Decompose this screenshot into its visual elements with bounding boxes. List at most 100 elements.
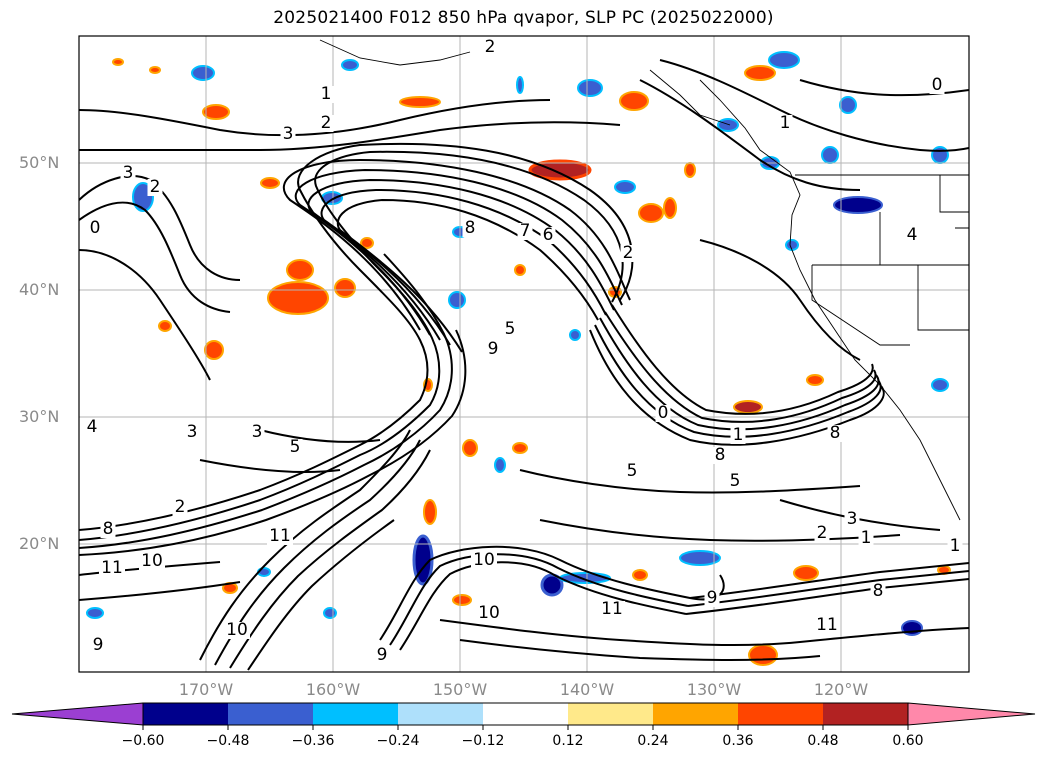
map-title: 2025021400 F012 850 hPa qvapor, SLP PC (… (273, 8, 774, 28)
contour-label: 9 (377, 645, 388, 665)
contour-label-bg (624, 463, 640, 480)
lon-label-160w: 160°W (305, 680, 361, 699)
contour-label-bg (814, 617, 840, 634)
contour-label: 8 (873, 581, 884, 601)
contour-label: 9 (93, 635, 104, 655)
contour-label-bg (90, 637, 106, 654)
contour-label-bg (502, 321, 518, 338)
contour-label-bg (374, 647, 390, 664)
contour-label: 1 (950, 536, 961, 556)
colorbar-extend-max (907, 702, 1036, 726)
contour-label: 7 (520, 221, 531, 241)
lon-label-120w: 120°W (813, 680, 869, 699)
colorbar-segment (398, 703, 483, 725)
contour-label: 9 (488, 339, 499, 359)
contour-label: 11 (601, 599, 623, 619)
contour-label: 2 (817, 523, 828, 543)
contour-label: 10 (141, 551, 163, 571)
contour-label-bg (870, 583, 886, 600)
plot-area (79, 36, 969, 672)
contour-label-bg (471, 552, 497, 569)
contour-label-bg (280, 126, 296, 143)
coastline-borders (319, 39, 969, 521)
contour-label: 9 (707, 588, 718, 608)
contour-label-bg (249, 424, 265, 441)
colorbar-tick-label: 0.12 (552, 733, 584, 749)
colorbar-segment (483, 703, 568, 725)
contour-label: 5 (505, 319, 516, 339)
colorbar-tick-label: −0.36 (291, 733, 335, 749)
contour-label-bg (84, 419, 100, 436)
contour-label: 5 (730, 471, 741, 491)
contour-label-bg (517, 223, 533, 240)
contour-label-bg (620, 245, 636, 262)
contour-label-bg (844, 511, 860, 528)
slp-contours (79, 59, 969, 671)
contour-label-bg (87, 220, 103, 237)
contour-label-bg (224, 622, 250, 639)
contour-label-bg (704, 590, 720, 607)
contour-label: 6 (543, 225, 554, 245)
colorbar-tick-label: −0.48 (206, 733, 250, 749)
contour-label: 2 (150, 177, 161, 197)
lat-label-20n: 20°N (19, 534, 60, 553)
contour-label: 3 (847, 509, 858, 529)
contour-label-bg (814, 525, 830, 542)
colorbar-segment (653, 703, 738, 725)
negative-anomaly-shading (86, 51, 949, 636)
colorbar-tick-label: −0.12 (461, 733, 505, 749)
contour-label: 0 (90, 218, 101, 238)
contour-label-bg (730, 427, 746, 444)
contour-label-bg (485, 341, 501, 358)
contour-label: 3 (252, 422, 263, 442)
colorbar-segment (313, 703, 398, 725)
contour-label: 0 (658, 403, 669, 423)
contour-label-bg (858, 530, 874, 547)
colorbar-segment (568, 703, 653, 725)
colorbar-frame (142, 702, 909, 726)
contour-label-bg (827, 425, 843, 442)
lat-label-40n: 40°N (19, 280, 60, 299)
contour-label-bg (540, 227, 556, 244)
contour-label-bg (482, 39, 498, 56)
contour-label-bg (599, 601, 625, 618)
lat-label-30n: 30°N (19, 407, 60, 426)
contour-label-bg (147, 179, 163, 196)
contour-label: 4 (907, 225, 918, 245)
contour-label-bg (712, 447, 728, 464)
contour-label: 2 (321, 113, 332, 133)
contour-label: 8 (715, 445, 726, 465)
contour-label: 11 (269, 526, 291, 546)
contour-label: 2 (175, 497, 186, 517)
lon-label-130w: 130°W (686, 680, 742, 699)
contour-label: 10 (478, 603, 500, 623)
contour-label-bg (139, 553, 165, 570)
contour-label: 1 (780, 113, 791, 133)
colorbar-tick-label: −0.24 (376, 733, 420, 749)
lon-label-150w: 150°W (432, 680, 488, 699)
contour-label: 1 (733, 425, 744, 445)
lon-label-140w: 140°W (559, 680, 615, 699)
contour-label-bg (727, 473, 743, 490)
contour-label-bg (184, 424, 200, 441)
colorbar-tick-label: 0.24 (637, 733, 669, 749)
contour-label: 4 (87, 417, 98, 437)
contour-label-bg (655, 405, 671, 422)
colorbar-tick-label: 0.48 (807, 733, 839, 749)
contour-label-bg (929, 77, 945, 94)
colorbar-extend-min (11, 702, 144, 726)
contour-label-bg (120, 165, 136, 182)
contour-label: 8 (830, 423, 841, 443)
colorbar-segment (143, 703, 228, 725)
contour-label-bg (172, 499, 188, 516)
contour-label: 0 (932, 75, 943, 95)
colorbar-segment (228, 703, 313, 725)
lat-label-50n: 50°N (19, 153, 60, 172)
colorbar-tick-label: 0.36 (722, 733, 754, 749)
contour-label-bg (267, 528, 293, 545)
contour-label: 3 (123, 163, 134, 183)
contour-label: 8 (103, 519, 114, 539)
contour-label: 2 (623, 243, 634, 263)
